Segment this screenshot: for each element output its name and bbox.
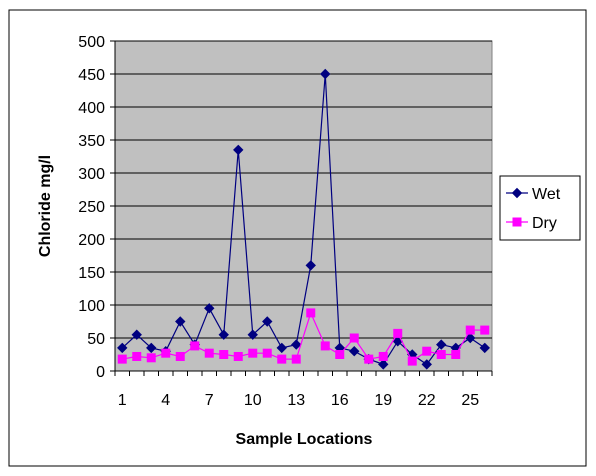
x-tick-label: 22 xyxy=(418,392,436,409)
x-tick-label: 7 xyxy=(205,392,214,409)
data-point-dry xyxy=(262,348,272,358)
data-point-dry xyxy=(306,308,316,318)
legend-label-dry: Dry xyxy=(532,215,557,232)
x-tick-label: 10 xyxy=(244,392,262,409)
data-point-dry xyxy=(219,350,229,359)
data-point-dry xyxy=(480,325,490,335)
data-point-dry xyxy=(291,354,301,364)
legend-marker-dry xyxy=(512,217,522,227)
legend-label-wet: Wet xyxy=(532,186,561,203)
y-tick-label: 300 xyxy=(78,166,105,183)
data-point-dry xyxy=(451,350,461,359)
y-tick-label: 250 xyxy=(78,199,105,216)
data-point-dry xyxy=(349,333,359,343)
x-tick-label: 19 xyxy=(374,392,392,409)
data-point-wet xyxy=(247,329,258,340)
data-point-dry xyxy=(233,351,243,361)
legend-marker-wet xyxy=(511,187,523,199)
data-point-dry xyxy=(335,350,345,359)
data-point-wet xyxy=(436,339,447,350)
y-tick-label: 450 xyxy=(78,67,105,84)
data-point-dry xyxy=(364,354,374,364)
data-point-wet xyxy=(276,342,287,354)
y-tick-label: 400 xyxy=(78,100,105,117)
data-point-dry xyxy=(393,328,403,338)
y-tick-label: 50 xyxy=(87,331,105,348)
data-point-dry xyxy=(204,348,214,358)
data-point-dry xyxy=(132,351,142,361)
data-point-wet xyxy=(233,144,244,156)
x-axis-title: Sample Locations xyxy=(236,431,373,448)
data-point-dry xyxy=(407,356,417,366)
data-point-dry xyxy=(117,354,127,364)
data-point-wet xyxy=(146,342,157,354)
data-point-dry xyxy=(436,350,446,359)
data-point-wet xyxy=(262,316,273,327)
data-point-dry xyxy=(320,341,330,351)
data-point-dry xyxy=(248,348,258,358)
legend: Wet Dry xyxy=(499,175,581,241)
legend-box xyxy=(499,175,581,241)
data-point-dry xyxy=(175,351,185,361)
data-point-dry xyxy=(378,351,388,361)
x-tick-label: 1 xyxy=(118,392,127,409)
data-point-dry xyxy=(190,341,200,351)
data-point-wet xyxy=(218,329,229,340)
data-point-dry xyxy=(422,346,432,356)
y-tick-label: 350 xyxy=(78,133,105,150)
y-tick-label: 100 xyxy=(78,298,105,315)
data-point-wet xyxy=(320,68,331,80)
data-point-wet xyxy=(378,359,389,370)
x-tick-label: 4 xyxy=(161,392,170,409)
data-point-dry xyxy=(161,348,171,358)
data-point-dry xyxy=(146,353,156,363)
x-tick-label: 16 xyxy=(331,392,349,409)
x-tick-label: 25 xyxy=(461,392,479,409)
data-point-wet xyxy=(117,342,128,354)
data-point-wet xyxy=(421,359,432,370)
x-tick-label: 13 xyxy=(287,392,305,409)
data-point-wet xyxy=(465,332,476,344)
data-point-wet xyxy=(131,329,142,340)
y-axis-title: Chloride mg/l xyxy=(37,155,54,257)
data-point-wet xyxy=(305,260,316,271)
data-point-dry xyxy=(277,354,287,364)
data-point-wet xyxy=(204,303,215,314)
data-point-wet xyxy=(291,339,302,350)
data-point-dry xyxy=(465,325,475,335)
y-tick-label: 500 xyxy=(78,34,105,51)
series-dry xyxy=(117,308,490,366)
data-point-wet xyxy=(349,345,360,357)
y-tick-label: 150 xyxy=(78,265,105,282)
y-tick-label: 0 xyxy=(96,364,105,381)
data-point-wet xyxy=(175,316,186,327)
data-point-wet xyxy=(479,342,490,354)
y-tick-label: 200 xyxy=(78,232,105,249)
